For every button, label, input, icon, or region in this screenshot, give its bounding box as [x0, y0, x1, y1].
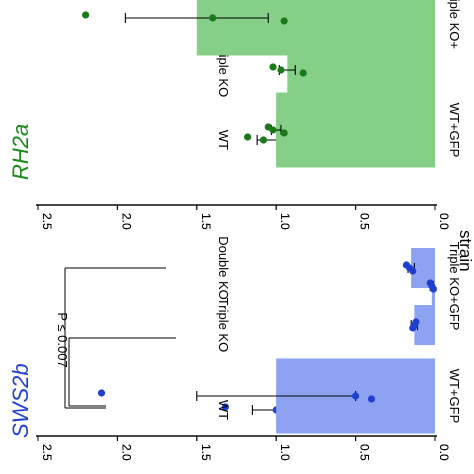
bar	[414, 305, 435, 345]
category-label: WT	[216, 400, 231, 420]
tick-label: 1.5	[199, 213, 213, 230]
panel-rh2a-gfp: 0.0 0.5 1.0 1.5 2.0 2.5 WT+GFP Triple KO+ strain	[36, 0, 474, 461]
category-label: Triple KO	[216, 298, 231, 352]
panel-title: SWS2b	[8, 363, 33, 438]
category-label: WT+GFP	[447, 369, 462, 424]
data-point	[244, 133, 252, 141]
tick-label: 0.5	[358, 213, 372, 230]
tick-label: 1.0	[278, 213, 292, 230]
bar	[196, 0, 435, 56]
tick-label: 2.5	[40, 444, 54, 461]
data-point	[280, 129, 288, 137]
tick-label: 2.0	[119, 213, 133, 230]
data-point	[221, 403, 229, 411]
data-point	[269, 126, 277, 134]
category-label: WT+GFP	[447, 103, 462, 158]
data-point	[409, 267, 417, 275]
tick-label: 0.0	[437, 213, 451, 230]
tick-label: 1.5	[199, 444, 213, 461]
tick-label: 2.0	[119, 444, 133, 461]
category-label: Double KO	[216, 236, 231, 300]
bar	[276, 92, 435, 168]
tick-label: 1.5	[199, 444, 213, 461]
panel-title: RH2a	[8, 124, 33, 180]
data-point	[82, 11, 90, 19]
tick-label: 2.0	[119, 213, 133, 230]
tick-label: 0.5	[358, 444, 372, 461]
tick-label: 1.5	[199, 213, 213, 230]
tick-label: 0.5	[358, 213, 372, 230]
data-point	[209, 14, 217, 22]
tick-label: 1.0	[278, 213, 292, 230]
axis-title: strain	[456, 230, 474, 272]
data-point	[429, 285, 438, 293]
tick-label: 0.0	[437, 213, 451, 230]
data-point	[269, 63, 277, 71]
category-label: WT	[216, 130, 231, 150]
data-point	[280, 17, 288, 25]
tick-label: 0.0	[437, 444, 451, 461]
tick-label: 2.5	[40, 213, 54, 230]
data-point	[277, 66, 285, 74]
category-label: Triple KO+GFP	[447, 242, 462, 331]
tick-label: 1.0	[278, 444, 292, 461]
data-point	[259, 136, 268, 144]
bar	[411, 248, 435, 288]
tick-label: 2.5	[40, 444, 54, 461]
significance-annotation: P ≤ 0.007	[55, 312, 70, 367]
tick-label: 2.5	[40, 213, 54, 230]
panel-sws2b-gfp: 0.0 0.5 1.0 1.5 2.0 2.5 WT+GFP Triple KO+GFP	[36, 242, 462, 461]
data-point	[367, 395, 376, 403]
data-point	[409, 324, 417, 332]
data-point	[299, 69, 307, 77]
data-point	[352, 392, 360, 400]
category-label: Triple KO+	[447, 0, 462, 49]
tick-label: 0.0	[437, 444, 451, 461]
tick-label: 0.5	[358, 444, 372, 461]
tick-label: 1.0	[278, 444, 292, 461]
data-point	[97, 389, 106, 397]
category-label: Triple KO	[216, 43, 231, 97]
tick-label: 2.0	[119, 444, 133, 461]
